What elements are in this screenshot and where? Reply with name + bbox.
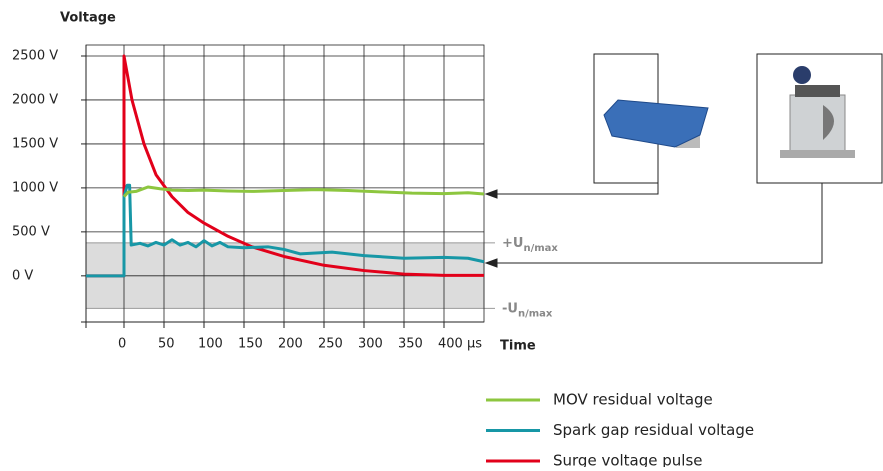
y-axis-label: Voltage <box>60 11 116 26</box>
band-label: -Un/max <box>502 301 553 320</box>
x-tick-label: 0 <box>118 337 126 352</box>
spark-gap-image <box>790 95 845 155</box>
y-tick-label: 2000 V <box>12 92 58 107</box>
x-tick-label: 400 μs <box>438 337 482 352</box>
chart: Voltage Time +Un/max-Un/max0 V500 V1000 … <box>0 0 883 467</box>
legend-label: Surge voltage pulse <box>553 452 703 468</box>
band-label-main: +U <box>502 235 523 250</box>
y-tick-label: 1500 V <box>12 136 58 151</box>
connector <box>490 183 658 194</box>
x-tick-label: 250 <box>318 337 343 352</box>
y-tick-label: 1000 V <box>12 180 58 195</box>
spark-gap-knob <box>793 66 811 84</box>
x-tick-label: 300 <box>358 337 383 352</box>
band-label: +Un/max <box>502 235 558 254</box>
x-tick-label: 50 <box>158 337 175 352</box>
x-tick-label: 150 <box>238 337 263 352</box>
y-tick-label: 500 V <box>12 224 50 239</box>
band-label-main: -U <box>502 301 518 316</box>
arrowhead <box>486 190 497 198</box>
y-tick-label: 0 V <box>12 268 33 283</box>
band-label-sub: n/max <box>518 308 553 319</box>
series-line <box>124 187 484 197</box>
x-tick-label: 200 <box>278 337 303 352</box>
legend-label: Spark gap residual voltage <box>553 421 754 439</box>
band-label-sub: n/max <box>523 243 558 254</box>
spark-gap-top <box>795 85 840 97</box>
x-axis-label: Time <box>500 339 536 354</box>
x-tick-label: 350 <box>398 337 423 352</box>
product-images <box>594 54 882 183</box>
legend-label: MOV residual voltage <box>553 391 713 409</box>
arrowhead <box>486 259 497 267</box>
connectors <box>486 183 822 267</box>
y-tick-label: 2500 V <box>12 48 58 63</box>
x-tick-label: 100 <box>198 337 223 352</box>
spark-gap-rail <box>780 150 855 158</box>
